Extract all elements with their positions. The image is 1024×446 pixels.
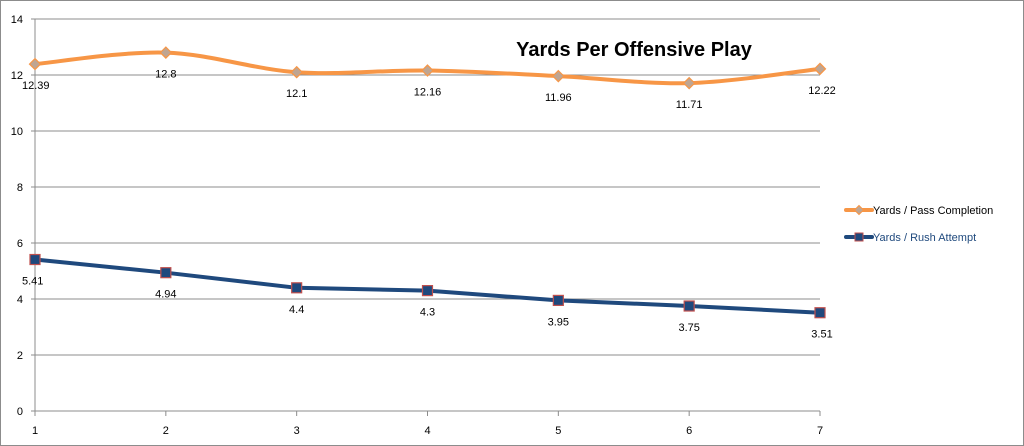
pass-marker [551, 69, 565, 83]
pass-data-label: 12.8 [155, 69, 176, 81]
legend-label-rush: Yards / Rush Attempt [873, 232, 976, 244]
legend-marker-rush [854, 232, 864, 242]
x-tick-label: 4 [424, 425, 430, 437]
y-tick-label: 2 [17, 350, 23, 362]
x-tick-label: 7 [817, 425, 823, 437]
rush-data-label: 4.3 [420, 307, 435, 319]
rush-data-label: 4.4 [289, 304, 304, 316]
y-tick-label: 0 [17, 406, 23, 418]
y-tick-label: 14 [11, 14, 23, 26]
rush-data-label: 3.51 [811, 329, 832, 341]
axes [31, 18, 821, 416]
pass-data-label: 11.71 [676, 99, 703, 111]
pass-data-label: 12.16 [414, 87, 442, 99]
pass-marker [421, 64, 434, 77]
rush-marker [814, 307, 826, 319]
y-tick-labels: 0 2 4 6 8 10 12 14 [11, 14, 23, 418]
legend-marker-pass [853, 204, 865, 216]
chart-title: Yards Per Offensive Play [516, 39, 753, 61]
pass-marker [813, 62, 827, 76]
x-tick-labels: 1 2 3 4 5 6 7 [32, 425, 823, 437]
pass-marker [28, 57, 42, 71]
rush-marker [160, 267, 172, 279]
series-markers [28, 46, 827, 319]
rush-marker [683, 300, 695, 312]
x-tick-label: 3 [294, 425, 300, 437]
pass-data-label: 11.96 [545, 92, 572, 104]
pass-data-label: 12.39 [22, 80, 50, 92]
x-tick-label: 1 [32, 425, 38, 437]
rush-data-label: 3.75 [678, 322, 699, 334]
y-tick-label: 10 [11, 126, 23, 138]
rush-marker [291, 282, 303, 294]
rush-marker [421, 285, 434, 297]
x-tick-label: 6 [686, 425, 692, 437]
rush-data-label: 3.95 [548, 316, 569, 328]
y-tick-label: 8 [17, 182, 23, 194]
y-tick-label: 4 [17, 294, 23, 306]
pass-data-label: 12.1 [286, 88, 307, 100]
x-tick-label: 2 [163, 425, 169, 437]
pass-marker [290, 65, 304, 79]
data-labels: 12.39 12.8 12.1 12.16 11.96 11.71 12.22 5.41 4.9… [22, 69, 836, 341]
y-tick-label: 12 [11, 70, 23, 82]
rush-data-label: 5.41 [22, 276, 43, 288]
rush-marker [552, 294, 564, 306]
legend-label-pass: Yards / Pass Completion [873, 205, 993, 217]
pass-marker [159, 46, 173, 59]
pass-marker [682, 76, 696, 90]
rush-marker [29, 253, 41, 266]
x-tick-label: 5 [555, 425, 561, 437]
y-tick-label: 6 [17, 238, 23, 250]
pass-data-label: 12.22 [808, 85, 836, 97]
rush-data-label: 4.94 [155, 289, 176, 301]
legend: Yards / Pass Completion Yards / Rush Atte… [844, 204, 993, 244]
